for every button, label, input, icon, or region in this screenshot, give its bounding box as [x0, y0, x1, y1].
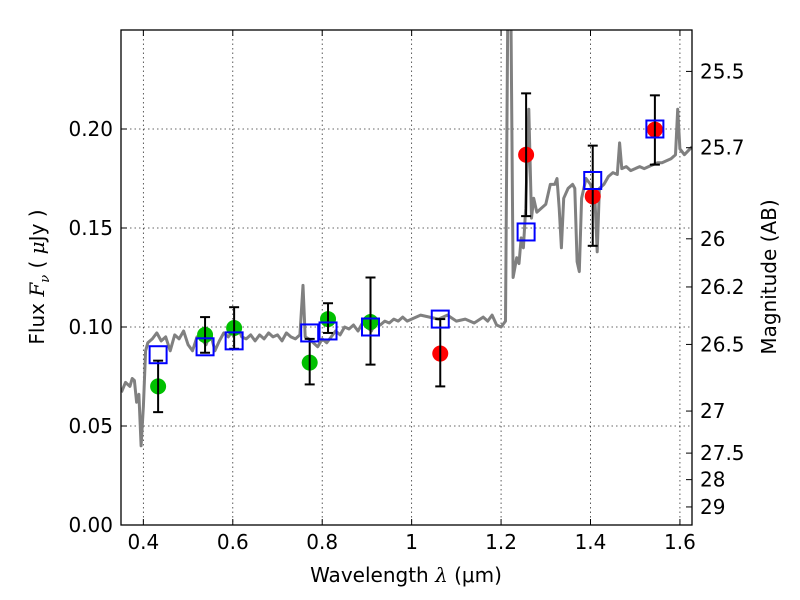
plot-frame: [120, 29, 693, 526]
grid-layer: [121, 30, 692, 525]
errorbar-layer: [153, 92, 660, 414]
y-tick-label: 0.15: [68, 216, 113, 240]
observed-photometry-layer: [150, 121, 663, 395]
x-tick-label: 1.6: [664, 530, 696, 554]
x-tick-label: 0.6: [217, 530, 249, 554]
model-photometry-square: [430, 309, 450, 329]
y-axis: 0.00 0.05 0.10 0.15 0.20: [68, 117, 127, 537]
y2-tick-label: 27: [700, 399, 725, 423]
x-axis: 0.4 0.6 0.8 1 1.2 1.4 1.6: [127, 30, 696, 554]
model-photometry-square: [318, 321, 338, 341]
x-tick-label: 1.4: [575, 530, 607, 554]
x-tick-label: 0.8: [306, 530, 338, 554]
y-tick-label: 0.05: [68, 414, 113, 438]
y2-tick-label: 29: [700, 495, 725, 519]
x-tick-label: 1: [405, 530, 418, 554]
model-photometry-square: [300, 323, 320, 343]
y-tick-label: 0.00: [68, 513, 113, 537]
model-photometry-square: [645, 119, 665, 139]
x-tick-label: 0.4: [127, 530, 159, 554]
y2-tick-label: 26: [700, 227, 725, 251]
model-photometry-square: [195, 337, 215, 357]
model-photometry-square: [583, 170, 603, 190]
model-photometry-layer: [148, 119, 665, 365]
y2-tick-label: 26.2: [700, 275, 745, 299]
y2-tick-label: 28: [700, 468, 725, 492]
y2-tick-label: 25.7: [700, 136, 745, 160]
y2-axis-magnitude: 25.5 25.7 26 26.2 26.5 27 27.5 28 29: [686, 59, 745, 519]
y-axis-label: Flux Fν ( μJy ): [25, 209, 53, 344]
y2-axis-label: Magnitude (AB): [757, 199, 781, 354]
model-photometry-square: [148, 345, 168, 365]
y-tick-label: 0.10: [68, 315, 113, 339]
model-photometry-square: [516, 222, 536, 242]
x-axis-label: Wavelength λ (μm): [310, 563, 502, 587]
model-photometry-square: [361, 317, 381, 337]
y2-tick-label: 26.5: [700, 332, 745, 356]
y-tick-label: 0.20: [68, 117, 113, 141]
x-tick-label: 1.2: [485, 530, 517, 554]
model-photometry-square: [224, 331, 244, 351]
y2-tick-label: 27.5: [700, 441, 745, 465]
y2-tick-label: 25.5: [700, 59, 745, 83]
